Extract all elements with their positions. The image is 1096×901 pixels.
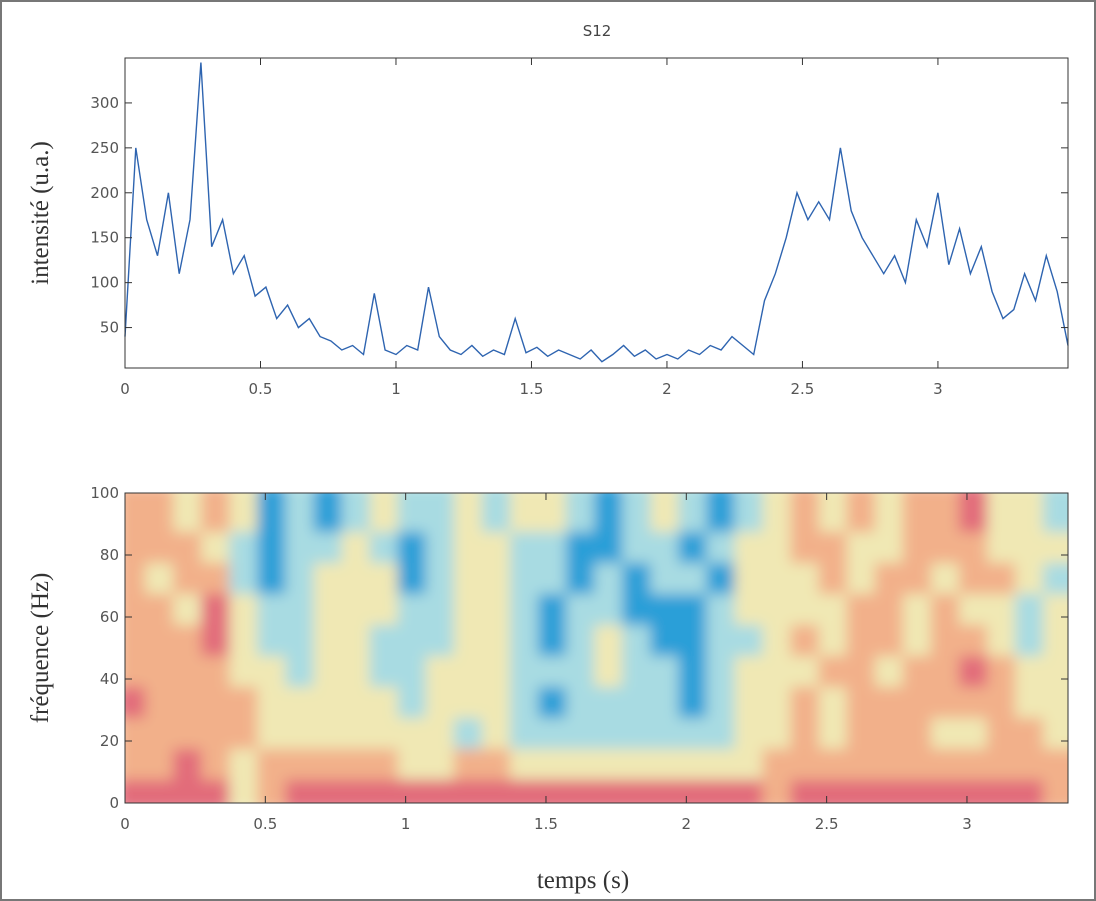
y-tick-label: 100 [90,484,119,502]
top-axes: 0 0.5 1 1.5 2 2.5 3 50 100 150 200 250 300 [90,57,1069,398]
y-axis-label: intensité (u.a.) [27,141,54,285]
axes-frame [124,492,1069,804]
y-tick-label: 40 [100,670,119,688]
y-tick-label: 150 [90,229,119,247]
bottom-axes: 0 0.5 1 1.5 2 2.5 3 0 20 40 60 80 100 [90,484,1069,833]
x-tick-label: 1 [401,815,411,833]
y-tick-label: 200 [90,184,119,202]
y-tick-label: 300 [90,94,119,112]
x-tick-label: 2 [662,380,672,398]
x-tick-label: 2 [682,815,692,833]
y-tick-label: 0 [109,794,119,812]
x-tick-label: 0 [120,815,130,833]
y-tick-label: 60 [100,608,119,626]
chart-title: S12 [583,22,612,40]
heatmap-cells [125,493,1068,803]
data-line [124,62,1069,363]
heatmap-cell [1043,493,1068,532]
x-tick-label: 0.5 [249,380,273,398]
y-tick-label: 250 [90,139,119,157]
x-tick-label: 1 [391,380,401,398]
y-axis-label: fréquence (Hz) [27,573,54,724]
x-tick-label: 3 [962,815,972,833]
x-tick-label: 1.5 [534,815,558,833]
heatmap [125,493,1068,803]
x-axis-label: temps (s) [537,867,629,894]
x-tick-label: 2.5 [815,815,839,833]
x-tick-label: 0.5 [253,815,277,833]
axes-frame [124,57,1069,369]
y-tick-label: 20 [100,732,119,750]
x-tick-label: 0 [120,380,130,398]
x-tick-label: 1.5 [520,380,544,398]
x-tick-label: 2.5 [791,380,815,398]
x-tick-label: 3 [933,380,943,398]
y-tick-label: 80 [100,546,119,564]
y-tick-label: 100 [90,274,119,292]
y-tick-label: 50 [100,319,119,337]
